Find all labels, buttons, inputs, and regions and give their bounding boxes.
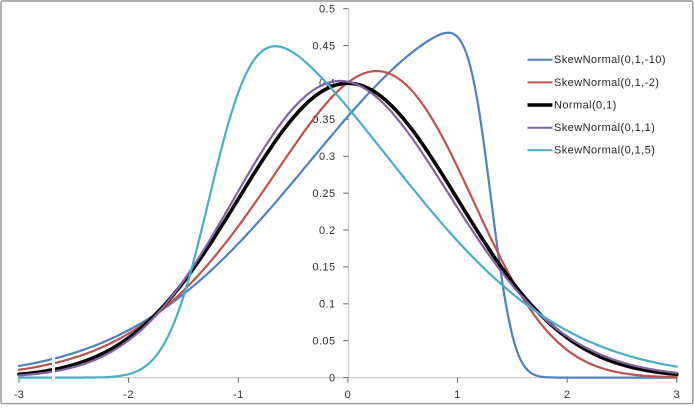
svg-text:2: 2 <box>564 389 571 401</box>
svg-text:0: 0 <box>329 372 336 384</box>
svg-text:0.25: 0.25 <box>312 188 335 200</box>
svg-text:0.15: 0.15 <box>312 262 335 274</box>
svg-text:-2: -2 <box>123 389 134 401</box>
svg-text:0.35: 0.35 <box>312 114 335 126</box>
svg-text:SkewNormal(0,1,1): SkewNormal(0,1,1) <box>554 122 655 134</box>
svg-text:0.1: 0.1 <box>319 299 336 311</box>
svg-text:0.45: 0.45 <box>312 40 335 52</box>
svg-text:0.3: 0.3 <box>319 151 336 163</box>
svg-text:Normal(0,1): Normal(0,1) <box>554 99 617 111</box>
svg-text:0: 0 <box>345 389 352 401</box>
svg-text:1: 1 <box>454 389 461 401</box>
svg-text:-3: -3 <box>14 389 25 401</box>
svg-text:0.5: 0.5 <box>319 4 336 16</box>
svg-text:-1: -1 <box>233 389 244 401</box>
svg-text:SkewNormal(0,1,-2): SkewNormal(0,1,-2) <box>554 77 659 89</box>
svg-text:SkewNormal(0,1,-10): SkewNormal(0,1,-10) <box>554 54 666 66</box>
svg-text:SkewNormal(0,1,5): SkewNormal(0,1,5) <box>554 145 655 157</box>
svg-text:0.2: 0.2 <box>319 225 336 237</box>
svg-text:0.05: 0.05 <box>312 336 335 348</box>
svg-text:3: 3 <box>674 389 681 401</box>
